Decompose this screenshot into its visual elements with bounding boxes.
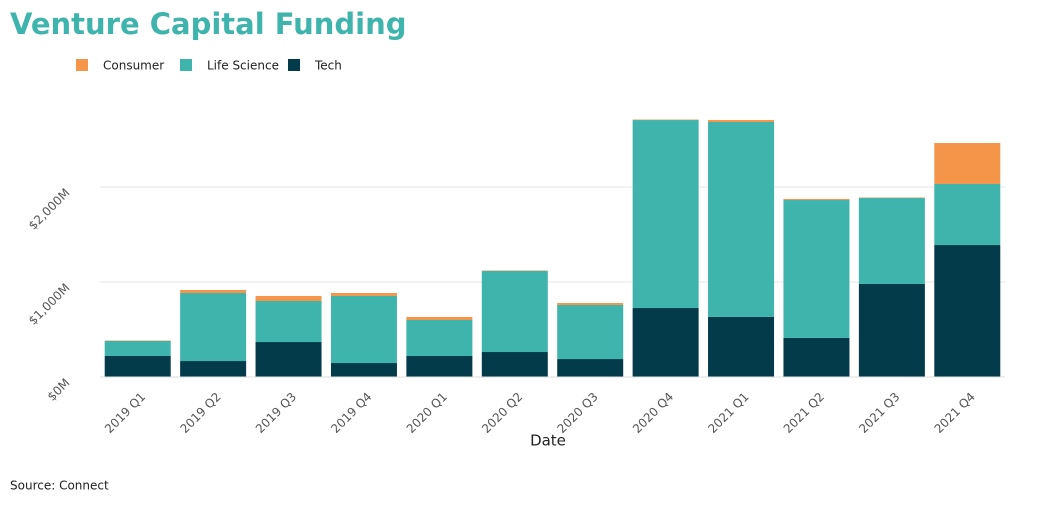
bar-segment xyxy=(406,316,473,320)
bar-segment xyxy=(481,270,548,353)
y-tick-label: $1,000M xyxy=(26,281,73,328)
legend-swatch xyxy=(288,59,300,71)
x-tick-label: 2019 Q2 xyxy=(177,390,223,436)
bar-segment xyxy=(934,183,1001,246)
bar-segment xyxy=(858,283,925,377)
bar-segment xyxy=(406,320,473,357)
bar-segment xyxy=(632,308,699,377)
bar-segment xyxy=(255,342,322,377)
legend-label: Tech xyxy=(314,59,342,73)
x-tick-label: 2019 Q1 xyxy=(102,390,148,436)
bar-segment xyxy=(783,198,850,201)
x-tick-label: 2020 Q2 xyxy=(479,390,525,436)
legend-label: Consumer xyxy=(103,59,164,73)
x-tick-label: 2020 Q1 xyxy=(404,390,450,436)
x-tick-label: 2021 Q1 xyxy=(705,390,751,436)
x-tick-label: 2021 Q2 xyxy=(781,390,827,436)
legend-swatch xyxy=(76,59,88,71)
bar-segment xyxy=(180,361,247,377)
bar-segment xyxy=(557,302,624,305)
bar-segment xyxy=(180,289,247,294)
bar-segment xyxy=(330,295,397,364)
bar-segment xyxy=(104,340,171,357)
bar-segment xyxy=(180,293,247,362)
bar-segment xyxy=(255,295,322,301)
bar-segment xyxy=(708,120,775,123)
x-tick-label: 2020 Q4 xyxy=(630,390,676,436)
bar-segment xyxy=(330,293,397,296)
x-axis-label: Date xyxy=(530,432,566,450)
bar-segment xyxy=(104,356,171,377)
legend-label: Life Science xyxy=(207,59,279,73)
bar-segment xyxy=(934,143,1001,184)
x-tick-label: 2019 Q3 xyxy=(253,390,299,436)
bar-segment xyxy=(783,337,850,377)
bar-segment xyxy=(481,352,548,377)
bar-segment xyxy=(708,122,775,317)
y-tick-label: $2,000M xyxy=(26,186,73,233)
x-tick-label: 2021 Q4 xyxy=(932,390,978,436)
bar-segment xyxy=(934,245,1001,377)
x-tick-label: 2021 Q3 xyxy=(856,390,902,436)
bar-segment xyxy=(255,301,322,343)
legend-swatch xyxy=(180,59,192,71)
bar-segment xyxy=(557,359,624,377)
x-tick-label: 2020 Q3 xyxy=(555,390,601,436)
bar-segment xyxy=(632,120,699,309)
bar-segment xyxy=(330,363,397,377)
bar-segment xyxy=(406,356,473,377)
chart-title: Venture Capital Funding xyxy=(10,7,407,41)
bar-segment xyxy=(708,316,775,377)
x-tick-label: 2019 Q4 xyxy=(328,390,374,436)
bar-segment xyxy=(783,200,850,338)
y-tick-label: $0M xyxy=(45,376,73,404)
bar-segment xyxy=(858,198,925,284)
bar-segment xyxy=(557,304,624,360)
source-note: Source: Connect xyxy=(10,479,109,493)
